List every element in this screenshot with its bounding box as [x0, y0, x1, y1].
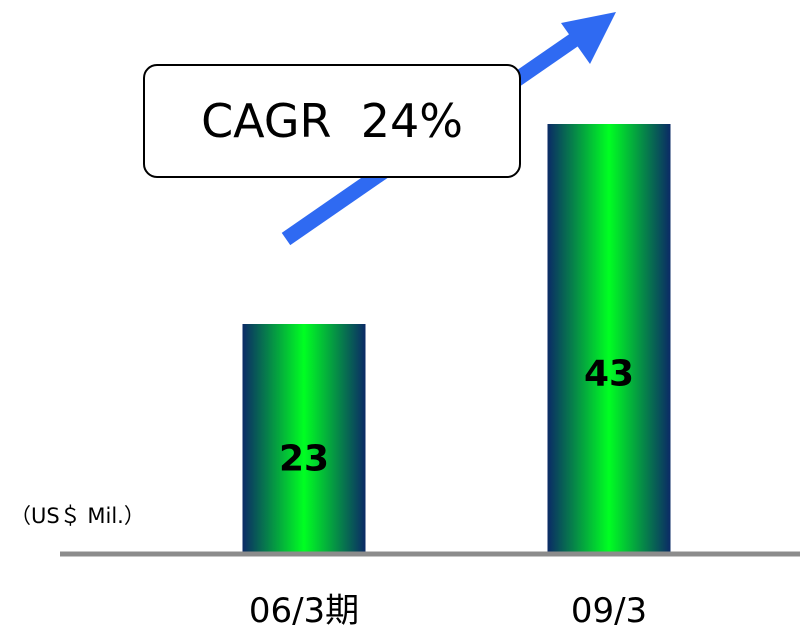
unit-label: （US＄ Mil.）: [10, 504, 145, 528]
bar-2: [547, 124, 671, 554]
category-label-2: 09/3: [571, 591, 647, 631]
data-label-1: 23: [279, 438, 329, 479]
cagr-annotation: CAGR 24%: [143, 64, 521, 178]
data-label-2: 43: [584, 353, 634, 394]
bar-1: [242, 324, 366, 554]
category-label-1: 06/3期: [249, 591, 359, 631]
